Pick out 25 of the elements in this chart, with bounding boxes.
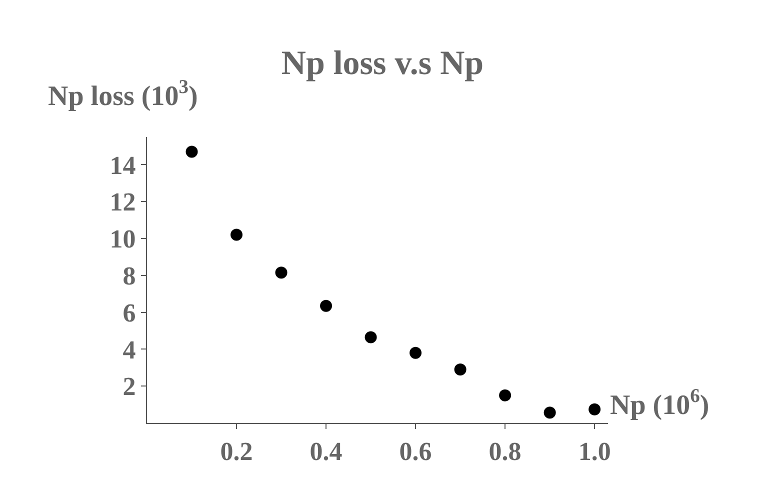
point — [410, 346, 422, 359]
y-tick-label: 12 — [110, 188, 136, 217]
point — [275, 266, 288, 279]
y-tick-label: 10 — [110, 224, 136, 254]
y-axis-title: Np loss (10$^{3}$) — [48, 77, 198, 112]
y-tick-label: 14 — [110, 150, 136, 180]
x-axis-title: Np (10$^{6}$) — [610, 386, 710, 421]
y-tick-label: 8 — [122, 261, 136, 290]
point — [499, 389, 512, 402]
y-tick-label: 4 — [122, 335, 136, 364]
y-tick-label: 2 — [122, 372, 136, 402]
y-tick-label: 6 — [122, 298, 136, 328]
point — [364, 331, 377, 344]
x-tick-label: 0.2 — [220, 437, 253, 466]
point — [544, 406, 556, 419]
point — [454, 363, 466, 376]
point — [320, 300, 332, 312]
point — [230, 228, 243, 241]
point — [588, 403, 601, 416]
x-tick-label: 0.4 — [310, 437, 342, 466]
x-tick-label: 1.0 — [578, 437, 611, 466]
x-tick-label: 0.6 — [399, 437, 432, 466]
chart-title: Np loss v.s Np — [281, 44, 484, 82]
point — [186, 146, 198, 158]
x-tick-label: 0.8 — [488, 437, 522, 466]
